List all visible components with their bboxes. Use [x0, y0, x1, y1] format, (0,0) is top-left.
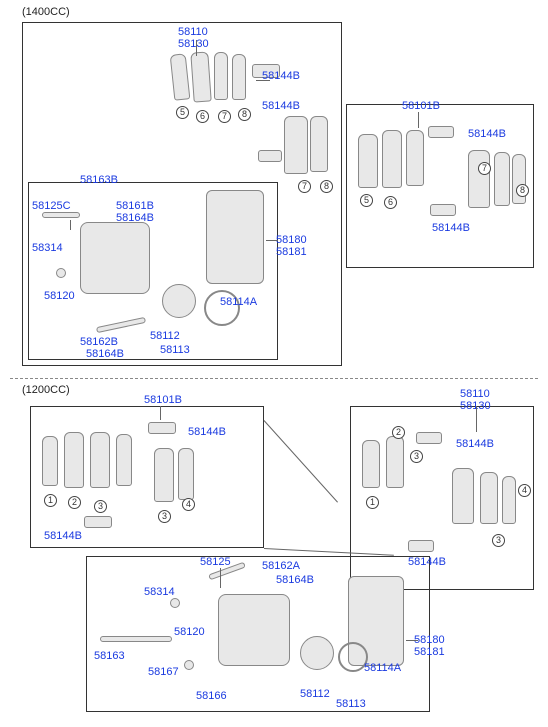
callout-7: 7: [218, 110, 231, 123]
br-pad-5: [502, 476, 516, 524]
bl-washer: [170, 598, 180, 608]
bl-pad-2: [64, 432, 84, 488]
bleed: [56, 268, 66, 278]
diag-line-1: [264, 420, 338, 502]
pad-lg-2: [310, 116, 328, 172]
ldr-5: [418, 112, 419, 128]
engine-1400: (1400CC): [22, 6, 70, 18]
r-c6: 6: [384, 196, 397, 209]
ldr-8: [220, 568, 221, 588]
bl-pad-3: [90, 432, 110, 488]
ldr-2: [256, 80, 270, 81]
clip-bot: [258, 150, 282, 162]
bl-pad-4: [116, 434, 132, 486]
pad-lg-1: [284, 116, 308, 174]
callout-8b: 8: [320, 180, 333, 193]
bl-caliper: [218, 594, 290, 666]
bl-c3b: 3: [158, 510, 171, 523]
section-divider: [10, 378, 538, 379]
ldr-3: [70, 220, 71, 230]
ldr-6: [160, 406, 161, 420]
br-c1: 1: [366, 496, 379, 509]
pin-bolt: [42, 212, 80, 218]
piston: [162, 284, 196, 318]
ldr-7: [476, 406, 477, 432]
bl-pad-1: [42, 436, 58, 486]
br-pad-1: [362, 440, 380, 488]
bl-pad-6: [178, 448, 194, 500]
r-pad-3: [406, 130, 424, 186]
br-clip-bot: [408, 540, 434, 552]
pad-shim-4: [232, 54, 246, 100]
r-c7: 7: [478, 162, 491, 175]
ldr-1: [196, 40, 197, 56]
bl-c4: 4: [182, 498, 195, 511]
br-c2: 2: [392, 426, 405, 439]
bl-pin: [100, 636, 172, 642]
bl-c2: 2: [68, 496, 81, 509]
r-c8: 8: [516, 184, 529, 197]
pad-shim-2: [190, 51, 211, 102]
r-clip-top: [428, 126, 454, 138]
bl-clip-bot: [84, 516, 112, 528]
bl-clip-top: [148, 422, 176, 434]
bl-piston: [300, 636, 334, 670]
r-pad-1: [358, 134, 378, 188]
lbl-b58101B: 58101B: [144, 394, 182, 406]
ldr-4: [266, 240, 278, 241]
bl-seal: [338, 642, 368, 672]
clip-top: [252, 64, 280, 78]
callout-6: 6: [196, 110, 209, 123]
r-c5: 5: [360, 194, 373, 207]
seal-ring: [204, 290, 240, 326]
bl-c1: 1: [44, 494, 57, 507]
callout-7b: 7: [298, 180, 311, 193]
br-c3b: 3: [492, 534, 505, 547]
br-c3: 3: [410, 450, 423, 463]
br-pad-3: [452, 468, 474, 524]
pad-shim-3: [214, 52, 228, 100]
bl-nut: [184, 660, 194, 670]
bracket: [206, 190, 264, 284]
bl-c3: 3: [94, 500, 107, 513]
callout-8: 8: [238, 108, 251, 121]
r-pad-2: [382, 130, 402, 188]
br-pad-2: [386, 436, 404, 488]
br-c4: 4: [518, 484, 531, 497]
br-clip-top: [416, 432, 442, 444]
r-pad-5: [494, 152, 510, 206]
caliper-body: [80, 222, 150, 294]
engine-1200: (1200CC): [22, 384, 70, 396]
br-pad-4: [480, 472, 498, 524]
bl-pad-5: [154, 448, 174, 502]
lbl-b58110: 58110: [460, 388, 490, 400]
callout-5: 5: [176, 106, 189, 119]
r-pad-4: [468, 150, 490, 208]
ldr-9: [406, 640, 418, 641]
r-clip-bot: [430, 204, 456, 216]
